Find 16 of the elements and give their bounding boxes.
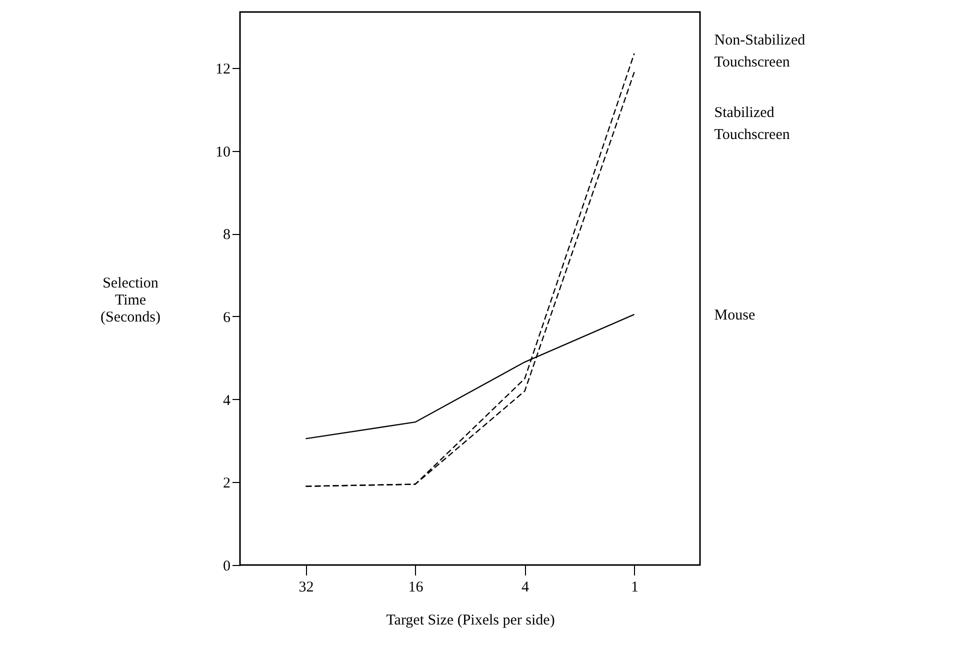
x-tick-label: 1 xyxy=(631,580,639,596)
text: Non-Stabilized Touchscreen xyxy=(714,32,806,70)
x-tick-label: 16 xyxy=(408,580,424,596)
x-axis-title: Target Size (Pixels per side) xyxy=(386,612,555,628)
y-tick-label: 12 xyxy=(216,61,230,78)
x-tick-label: 4 xyxy=(522,580,530,596)
y-axis-title: Selection Time (Seconds) xyxy=(100,276,160,326)
y-tick-label: 6 xyxy=(223,310,231,326)
y-tick-label: 0 xyxy=(223,558,230,574)
x-tick-label: 32 xyxy=(298,580,314,596)
text: Stabilized Touchscreen xyxy=(714,105,790,144)
y-tick-label: 10 xyxy=(216,144,230,160)
text: Mouse xyxy=(714,307,756,324)
y-tick-label: 4 xyxy=(223,392,231,409)
y-tick-label: 2 xyxy=(223,476,230,492)
y-tick-label: 8 xyxy=(223,227,230,244)
